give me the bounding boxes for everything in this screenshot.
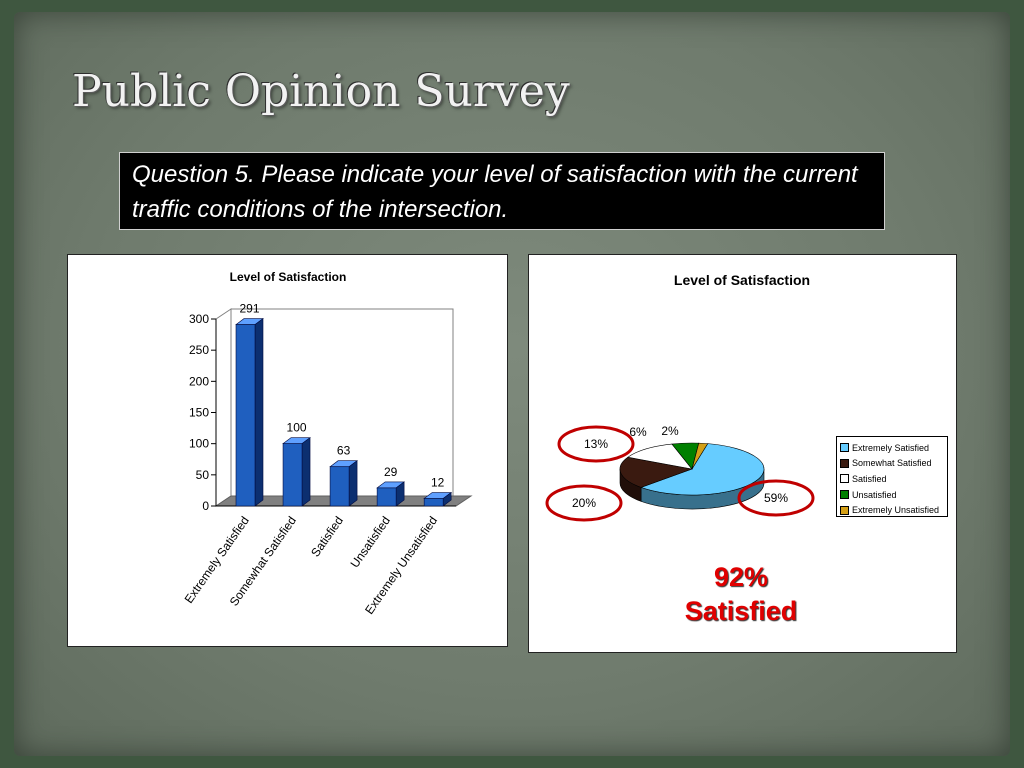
pie-slice xyxy=(627,443,693,470)
legend-item: Unsatisfied xyxy=(840,487,947,503)
bar xyxy=(376,487,397,507)
pie-legend: Extremely Satisfied Somewhat Satisfied Sat… xyxy=(836,436,948,517)
pie-slice xyxy=(640,443,765,496)
callout-label: Satisfied xyxy=(684,596,798,626)
pie-chart: Level of Satisfaction 59% 20% 13% 6% 2% xyxy=(545,272,815,522)
bar-y-tick-label: 200 xyxy=(189,374,209,388)
bar-side xyxy=(348,460,358,507)
highlight-circle xyxy=(557,425,635,463)
bar-data-label: 29 xyxy=(384,465,398,479)
callout-percent: 92% xyxy=(713,562,769,592)
legend-item: Extremely Unsatisfied xyxy=(840,502,947,518)
legend-item: Extremely Satisfied xyxy=(840,440,947,456)
bar-y-tick-label: 0 xyxy=(202,499,209,513)
bar-side-wall xyxy=(215,308,232,507)
legend-swatch xyxy=(840,474,849,484)
bar-y-tick-label: 300 xyxy=(189,312,209,326)
question-box: Question 5. Please indicate your level o… xyxy=(119,152,885,230)
pie-data-label: 20% xyxy=(572,496,596,510)
bar-data-label: 63 xyxy=(337,444,351,458)
bar-data-label: 12 xyxy=(431,476,445,490)
bar-chart-panel: Level of Satisfaction 0 50 100 150 200 250 300 2… xyxy=(67,254,508,647)
bar-x-tick-label: Satisfied xyxy=(308,514,346,560)
bar xyxy=(329,466,350,507)
legend-swatch xyxy=(840,458,849,468)
legend-swatch xyxy=(840,505,849,515)
bar-data-label: 291 xyxy=(239,302,259,316)
bar xyxy=(423,498,444,507)
legend-swatch xyxy=(840,490,849,500)
highlight-circle xyxy=(545,484,623,522)
pie-data-label: 13% xyxy=(584,437,608,451)
pie-chart-title: Level of Satisfaction xyxy=(674,272,810,288)
bar xyxy=(235,324,256,507)
pie-data-label: 2% xyxy=(661,424,679,438)
bar-data-label: 100 xyxy=(287,421,307,435)
highlight-circle xyxy=(737,479,815,517)
pie-data-label: 59% xyxy=(764,491,788,505)
pie-slice xyxy=(691,442,709,470)
bar-y-tick-label: 50 xyxy=(196,468,210,482)
slide-title: Public Opinion Survey xyxy=(72,66,570,117)
pie-data-label: 6% xyxy=(629,425,647,439)
bar-y-tick-label: 250 xyxy=(189,343,209,357)
legend-item: Somewhat Satisfied xyxy=(840,456,947,472)
bar-side xyxy=(254,318,264,507)
pie-chart-panel: Level of Satisfaction 59% 20% 13% 6% 2% Extre… xyxy=(528,254,957,653)
bar xyxy=(282,443,303,507)
satisfied-callout: 92% Satisfied xyxy=(641,560,841,628)
legend-label: Unsatisfied xyxy=(852,489,897,500)
bar-y-tick-label: 100 xyxy=(189,437,209,451)
legend-swatch xyxy=(840,443,849,453)
bar-chart: Level of Satisfaction 0 50 100 150 200 250 300 2… xyxy=(182,270,473,617)
legend-label: Somewhat Satisfied xyxy=(852,458,932,469)
legend-label: Extremely Unsatisfied xyxy=(852,505,940,516)
bar-chart-title: Level of Satisfaction xyxy=(230,270,347,284)
legend-label: Satisfied xyxy=(852,473,887,484)
legend-item: Satisfied xyxy=(840,471,947,487)
legend-label: Extremely Satisfied xyxy=(852,442,930,453)
bar-x-tick-label: Unsatisfied xyxy=(348,514,394,571)
bar-side xyxy=(301,437,311,507)
bar-y-tick-label: 150 xyxy=(189,406,209,420)
pie-slice xyxy=(619,456,694,488)
